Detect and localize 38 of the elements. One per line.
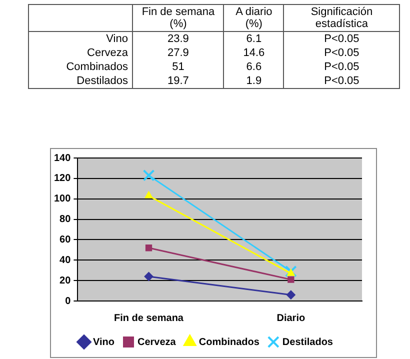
point <box>286 290 296 300</box>
point <box>288 276 294 283</box>
x-tick-label: Diario <box>276 312 306 324</box>
legend-label: Vino <box>93 336 114 348</box>
y-tick-label: 100 <box>54 194 72 205</box>
text: A diario (%) <box>224 4 284 32</box>
text: 19.7 <box>132 74 224 88</box>
y-tick-label: 140 <box>54 152 72 164</box>
text: 14.6 <box>224 46 284 60</box>
text: 23.9 <box>132 32 224 46</box>
legend-label: Combinados <box>198 336 260 348</box>
text: Destilados <box>28 74 132 88</box>
text: Fin de semana (%) <box>132 4 224 32</box>
text: P<0.05 <box>284 60 400 74</box>
point <box>142 169 155 182</box>
text: Significación estadística <box>284 4 400 32</box>
text: 1.9 <box>224 74 284 88</box>
text: Vino <box>28 32 132 46</box>
y-tick-label: 40 <box>60 254 72 266</box>
text: Cerveza <box>28 46 132 60</box>
y-tick-label: 60 <box>60 234 72 246</box>
y-tick-label: 0 <box>65 296 72 307</box>
text: P<0.05 <box>284 32 400 46</box>
text: 6.6 <box>224 60 284 74</box>
text: P<0.05 <box>284 46 400 60</box>
text: 51 <box>132 60 224 74</box>
point <box>145 244 152 252</box>
text: 6.1 <box>224 32 284 46</box>
text: 27.9 <box>132 46 224 60</box>
y-tick-label: 120 <box>54 173 72 184</box>
y-tick-label: 80 <box>60 214 72 226</box>
x-tick-label: Fin de semana <box>114 312 184 324</box>
legend-label: Destilados <box>282 336 334 348</box>
text: P<0.05 <box>284 74 400 88</box>
point <box>144 272 154 281</box>
legend-label: Cerveza <box>138 336 176 348</box>
text: Combinados <box>28 60 132 74</box>
y-tick-label: 20 <box>60 275 72 286</box>
